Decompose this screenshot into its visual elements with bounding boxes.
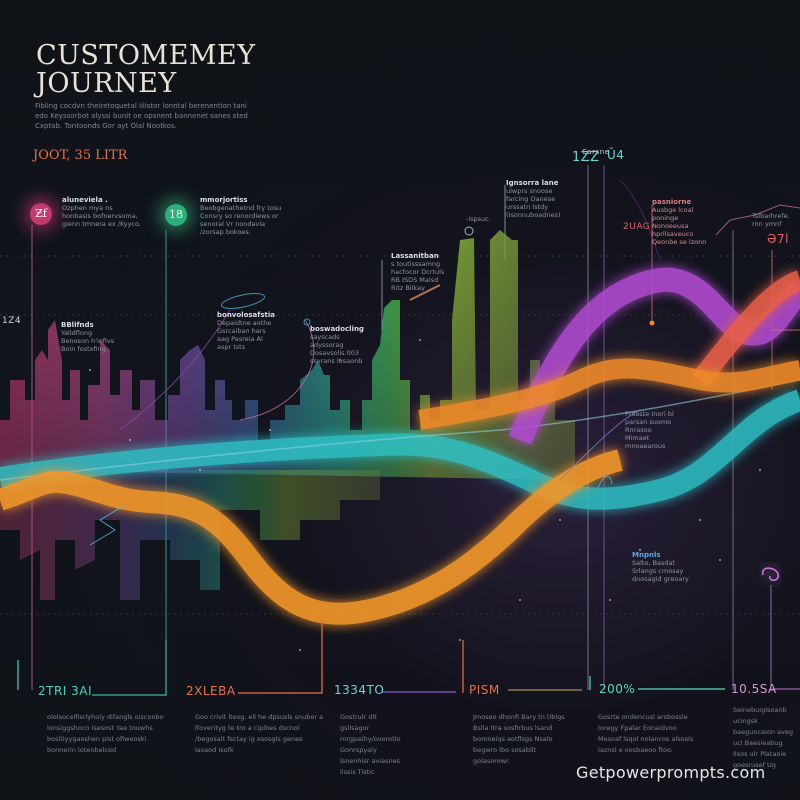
intro-text: Fibling cocdvn theiretoquetal iilistor l… [35, 102, 248, 130]
floating-label-4: Ŭ4 [607, 148, 625, 162]
annotation-10: Tslbarhrefe. rnn ymnf [752, 212, 790, 228]
floating-label-1: 1Z4 [2, 316, 22, 326]
annotation-2: mmorjortiss Beobgenathetnd fry tosu Cons… [200, 196, 282, 236]
annotation-1: aluneviela . Ozphen mya ns honbasis bofn… [62, 196, 141, 228]
annotation-6: Lassanitban s toutisssamng hacfocor Dcrt… [391, 252, 445, 292]
floating-label-6: Ə7l [767, 232, 789, 246]
annotation-11: Proaste Inori bl parsan suomo Rnrasoo Mi… [625, 410, 674, 450]
floating-label-3: 1ZZ [572, 150, 600, 165]
floating-label-2: Carsne [582, 148, 610, 156]
milestone-desc-2: Goo crivit ltesg. ell he dpsusls snuber … [195, 713, 324, 754]
annotation-9: pasniorne Ausbge lcoal poninge Nonoeeusa… [652, 198, 707, 246]
floating-label-5: 2UAG [623, 222, 651, 232]
milestone-desc-1: ololsocelfisrlyholy difangls oisconbo lo… [47, 713, 164, 754]
stage-badge-1: Ƶf [30, 203, 52, 225]
milestone-label-5: 200% [599, 682, 636, 696]
annotation-8: -ispsuc. [466, 215, 491, 223]
milestone-label-3: 1334TO [334, 683, 385, 697]
subheading: JOOT, 35 LITR [33, 148, 128, 163]
milestone-desc-3: Gostrulr dlt gsllsagor mrgpathy/ovorotlo… [340, 713, 401, 776]
annotation-5: boswadocling sayscads adyssorag Dosavsol… [310, 325, 364, 365]
stage-badge-2: 18 [165, 204, 187, 226]
page-title: CUSTOMEMEY JOURNEY [36, 42, 256, 98]
annotation-3: BBlifnds Yalldflong Benoson h'iofivs Boi… [61, 321, 115, 353]
milestone-label-2: 2XLEBA [186, 684, 236, 698]
milestone-desc-4: Jmoseo dhonfi Bary tn tiblgs Bslla Itra … [473, 713, 565, 765]
milestone-label-1: 2TRI 3AI [38, 684, 93, 698]
milestone-label-4: PISM [469, 683, 500, 697]
watermark: Getpowerprompts.com [576, 763, 766, 782]
milestone-desc-5: Gosrte ondencusl arsbossle Ioregy Fpalar… [598, 713, 694, 754]
annotation-12: Mnpnls Salto, Basdat Srlangs cmosay dnos… [632, 551, 689, 583]
annotation-7: Ignsorra lane ulwprs snoose farcing Oane… [506, 179, 561, 219]
milestone-desc-6: Seinebuiglsoanb ucingsk baeguncaion aveg… [733, 706, 793, 769]
title-line-2: JOURNEY [36, 68, 177, 99]
annotation-4: bonvolosafstia Depaidtne aothe Gsrcaiban… [217, 311, 275, 351]
milestone-label-6: 10.5SA [731, 682, 777, 696]
title-line-1: CUSTOMEMEY [36, 40, 256, 71]
